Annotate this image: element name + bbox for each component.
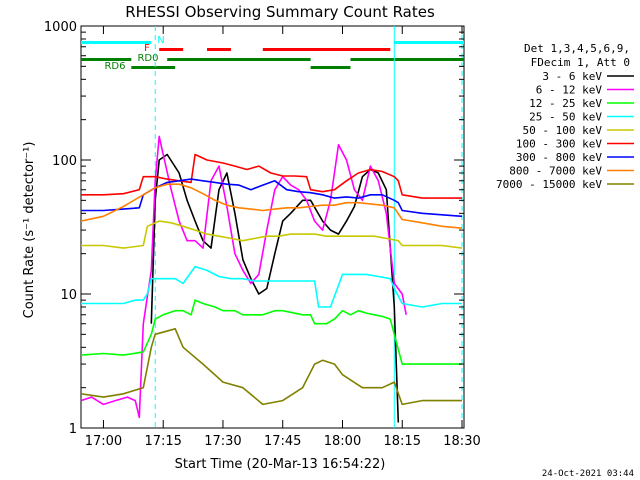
series-line-4: [81, 220, 463, 249]
legend-label-7: 800 - 7000 keV: [509, 165, 602, 178]
x-tick-label-6: 18:30: [443, 434, 480, 449]
series-line-1: [81, 135, 407, 419]
legend: Det 1,3,4,5,6,9, FDecim 1, Att 0 3 - 6 k…: [496, 42, 634, 191]
flag-bar-decim6-1: [310, 66, 351, 69]
legend-label-0: 3 - 6 keV: [542, 70, 602, 83]
y-tick-label-3: 1000: [44, 20, 77, 35]
attenuator-lines: [154, 26, 463, 428]
legend-header-1: Det 1,3,4,5,6,9,: [524, 42, 630, 55]
y-axis-label: Count Rate (s⁻¹ detector⁻¹): [22, 142, 37, 319]
y-tick-label-0: 1: [69, 422, 77, 437]
flag-label-rd0: RD0: [137, 53, 158, 64]
series-line-2: [81, 299, 462, 365]
x-axis-label: Start Time (20-Mar-13 16:54:22): [175, 457, 386, 472]
x-tick-label-0: 17:00: [85, 434, 122, 449]
x-tick-label-5: 18:15: [384, 434, 421, 449]
legend-label-4: 50 - 100 keV: [523, 124, 603, 137]
legend-label-1: 6 - 12 keV: [536, 84, 603, 97]
chart-title: RHESSI Observing Summary Count Rates: [125, 3, 435, 21]
flag-bar-decim0-2: [350, 58, 464, 61]
x-tick-label-4: 18:00: [324, 434, 361, 449]
flag-bar-night-1: [394, 41, 464, 44]
legend-label-2: 12 - 25 keV: [529, 97, 602, 110]
legend-label-6: 300 - 800 keV: [516, 151, 602, 164]
flag-bar-flare-2: [262, 48, 391, 51]
legend-label-5: 100 - 300 keV: [516, 138, 602, 151]
series-line-3: [81, 265, 462, 308]
flag-label-f: F: [144, 43, 150, 54]
flag-bar-decim0-0: [81, 58, 132, 61]
flag-bar-flare-0: [159, 48, 184, 51]
legend-header-2: FDecim 1, Att 0: [531, 56, 630, 69]
footer-date: 24-Oct-2021 03:44: [542, 469, 634, 479]
series-lines: [81, 135, 463, 423]
flag-label-n: N: [157, 35, 164, 46]
flag-bar-flare-1: [207, 48, 231, 51]
legend-label-8: 7000 - 15000 keV: [496, 178, 602, 191]
flag-bar-night-0: [81, 41, 152, 44]
flag-label-rd6: RD6: [104, 61, 125, 72]
legend-label-3: 25 - 50 keV: [529, 111, 602, 124]
flag-bar-decim0-1: [167, 58, 311, 61]
series-line-8: [81, 327, 462, 406]
series-line-7: [81, 183, 463, 229]
flag-bar-decim6-0: [131, 66, 176, 69]
x-tick-label-1: 17:15: [144, 434, 181, 449]
axis-ticks: 17:00 17:15 17:30 17:45 18:00 18:15 18:30 1 10 10…: [44, 20, 481, 449]
plot-frame: [80, 25, 465, 429]
x-tick-label-3: 17:45: [264, 434, 301, 449]
series-line-5: [81, 153, 462, 199]
y-tick-label-1: 10: [60, 288, 77, 303]
x-tick-label-2: 17:30: [204, 434, 241, 449]
series-line-0: [150, 153, 400, 423]
y-tick-label-2: 100: [52, 154, 77, 169]
